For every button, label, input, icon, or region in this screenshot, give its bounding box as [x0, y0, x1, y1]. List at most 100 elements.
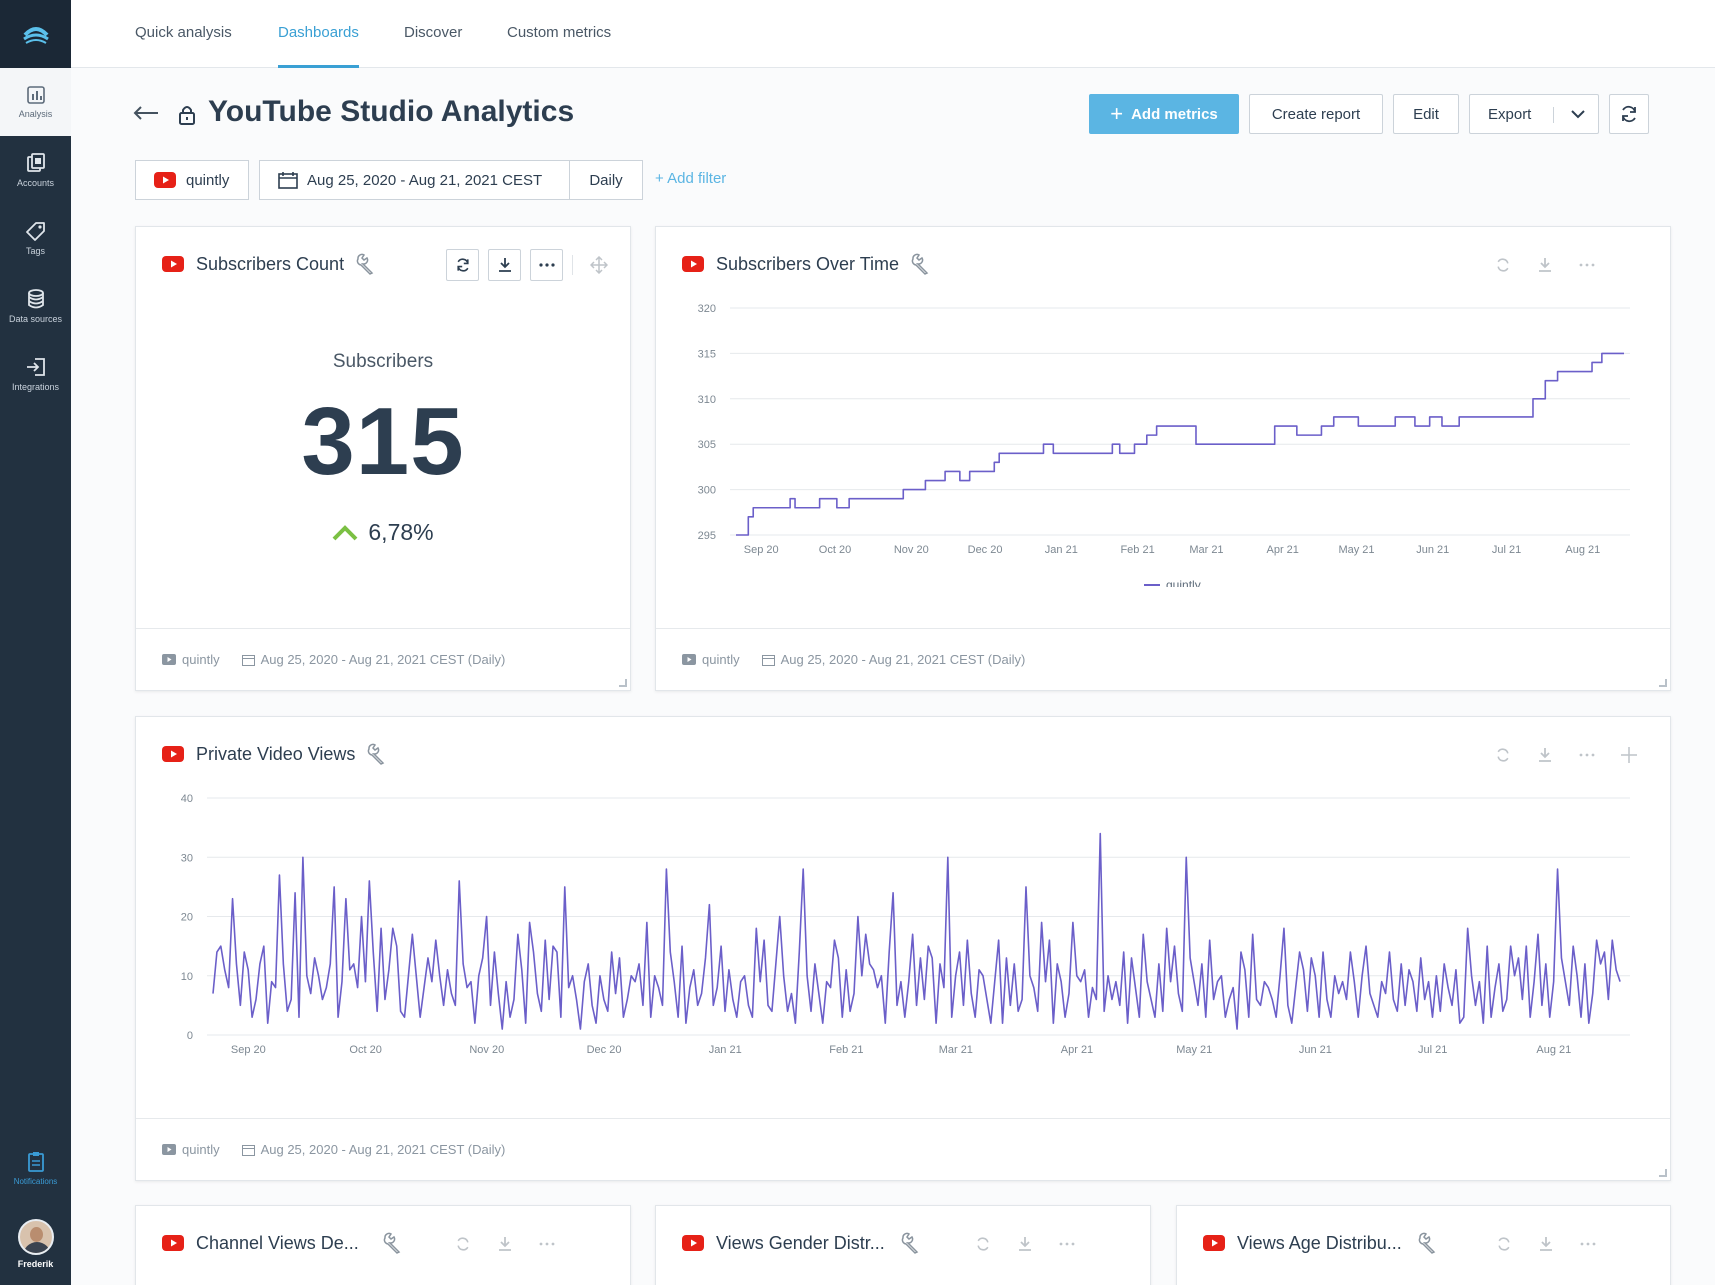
series-line: [212, 832, 1621, 1030]
create-report-button[interactable]: Create report: [1249, 94, 1383, 134]
x-tick-label: Aug 21: [1536, 1044, 1571, 1056]
tab-custom-metrics[interactable]: Custom metrics: [507, 24, 612, 41]
download-button[interactable]: [1528, 739, 1561, 771]
more-button[interactable]: [530, 249, 563, 281]
more-icon: [538, 263, 555, 267]
account-filter-label: quintly: [186, 171, 230, 189]
tab-quick-analysis[interactable]: Quick analysis: [135, 24, 232, 41]
sidebar-item-analysis[interactable]: Analysis: [0, 68, 71, 136]
account-filter[interactable]: quintly: [135, 160, 249, 200]
card-header: Subscribers Count: [162, 253, 376, 275]
more-icon: [1059, 1242, 1074, 1246]
download-button[interactable]: [488, 1228, 521, 1260]
add-metrics-button[interactable]: + Add metrics: [1089, 94, 1239, 134]
card-header: Subscribers Over Time: [682, 253, 931, 275]
tab-dashboards[interactable]: Dashboards: [278, 0, 359, 68]
wrench-icon[interactable]: [381, 1232, 403, 1254]
export-button[interactable]: Export: [1469, 94, 1599, 134]
move-icon: [589, 256, 608, 274]
resize-handle[interactable]: [1659, 1169, 1667, 1177]
more-button[interactable]: [1571, 1228, 1604, 1260]
refresh-button[interactable]: [1486, 249, 1519, 281]
sidebar-item-label: Notifications: [13, 1176, 58, 1186]
y-tick-label: 30: [181, 852, 193, 864]
avatar: [17, 1219, 54, 1255]
plus-icon: +: [1110, 101, 1124, 126]
tab-discover[interactable]: Discover: [404, 24, 463, 41]
add-filter-link[interactable]: + Add filter: [655, 170, 727, 187]
x-tick-label: Feb 21: [829, 1044, 863, 1056]
x-tick-label: Dec 20: [587, 1044, 622, 1056]
more-button[interactable]: [530, 1228, 563, 1260]
kpi-change-value: 6,78%: [368, 519, 434, 545]
refresh-button[interactable]: [1487, 1228, 1520, 1260]
x-tick-label: Jun 21: [1416, 544, 1449, 556]
download-button[interactable]: [488, 249, 521, 281]
refresh-icon: [1496, 258, 1509, 272]
views-age-card: Views Age Distribu...: [1176, 1205, 1671, 1285]
card-footer: quintly Aug 25, 2020 - Aug 21, 2021 CEST…: [136, 1118, 1670, 1180]
sidebar-user[interactable]: Frederik: [0, 1203, 71, 1285]
chevron-down-icon[interactable]: [1571, 110, 1585, 119]
refresh-icon: [1496, 748, 1509, 762]
sidebar-item-accounts[interactable]: Accounts: [0, 136, 71, 204]
database-icon: [27, 288, 44, 308]
sidebar-item-label: Integrations: [11, 381, 60, 392]
wrench-icon[interactable]: [909, 253, 931, 275]
sidebar: Analysis Accounts Tags Data sources Inte…: [0, 0, 71, 1285]
wrench-icon[interactable]: [365, 743, 387, 765]
back-arrow-icon[interactable]: [132, 100, 160, 128]
sidebar-item-notifications[interactable]: Notifications: [0, 1133, 71, 1203]
download-icon: [1018, 1237, 1031, 1251]
refresh-button[interactable]: [446, 249, 479, 281]
move-handle[interactable]: [582, 249, 615, 281]
x-tick-label: May 21: [1176, 1044, 1212, 1056]
private-video-views-card: Private Video Views 0 10 20 30 40 Sep 20 Oct 2…: [135, 716, 1671, 1181]
quintly-logo-icon: [22, 27, 49, 44]
more-button[interactable]: [1570, 249, 1603, 281]
youtube-icon: [154, 172, 176, 188]
app-logo[interactable]: [0, 0, 71, 68]
youtube-icon: [682, 1235, 704, 1251]
download-button[interactable]: [1529, 1228, 1562, 1260]
youtube-small-icon: [682, 654, 696, 665]
interval-filter[interactable]: Daily: [569, 160, 643, 200]
divider: [572, 255, 573, 275]
wrench-icon[interactable]: [1416, 1232, 1438, 1254]
x-tick-label: Jul 21: [1492, 544, 1521, 556]
refresh-button[interactable]: [966, 1228, 999, 1260]
card-header: Views Age Distribu...: [1203, 1232, 1438, 1254]
arrow-up-icon: [332, 524, 358, 540]
more-icon: [1580, 1242, 1595, 1246]
sidebar-item-label: Tags: [25, 245, 45, 256]
move-handle[interactable]: [1612, 739, 1645, 771]
sidebar-item-data-sources[interactable]: Data sources: [0, 272, 71, 340]
download-button[interactable]: [1008, 1228, 1041, 1260]
wrench-icon[interactable]: [354, 253, 376, 275]
footer-range: Aug 25, 2020 - Aug 21, 2021 CEST (Daily): [260, 652, 506, 667]
refresh-button[interactable]: [446, 1228, 479, 1260]
refresh-button[interactable]: [1486, 739, 1519, 771]
resize-handle[interactable]: [619, 679, 627, 687]
y-tick-label: 10: [181, 971, 193, 983]
download-icon: [1538, 258, 1551, 272]
download-button[interactable]: [1528, 249, 1561, 281]
views-gender-card: Views Gender Distr...: [655, 1205, 1151, 1285]
y-tick-label: 315: [698, 348, 716, 360]
footer-range: Aug 25, 2020 - Aug 21, 2021 CEST (Daily): [260, 1142, 506, 1157]
more-button[interactable]: [1050, 1228, 1083, 1260]
sidebar-item-label: Analysis: [18, 108, 53, 119]
sidebar-item-integrations[interactable]: Integrations: [0, 340, 71, 408]
wrench-icon[interactable]: [899, 1232, 921, 1254]
refresh-button[interactable]: [1609, 94, 1649, 134]
resize-handle[interactable]: [1659, 679, 1667, 687]
more-button[interactable]: [1570, 739, 1603, 771]
date-range-filter[interactable]: Aug 25, 2020 - Aug 21, 2021 CEST: [259, 160, 570, 200]
calendar-small-icon: [761, 654, 775, 666]
export-label: Export: [1488, 105, 1532, 123]
card-title: Subscribers Count: [196, 253, 345, 274]
x-tick-label: Jun 21: [1299, 1044, 1332, 1056]
move-icon: [1620, 747, 1637, 763]
edit-button[interactable]: Edit: [1393, 94, 1459, 134]
sidebar-item-tags[interactable]: Tags: [0, 204, 71, 272]
